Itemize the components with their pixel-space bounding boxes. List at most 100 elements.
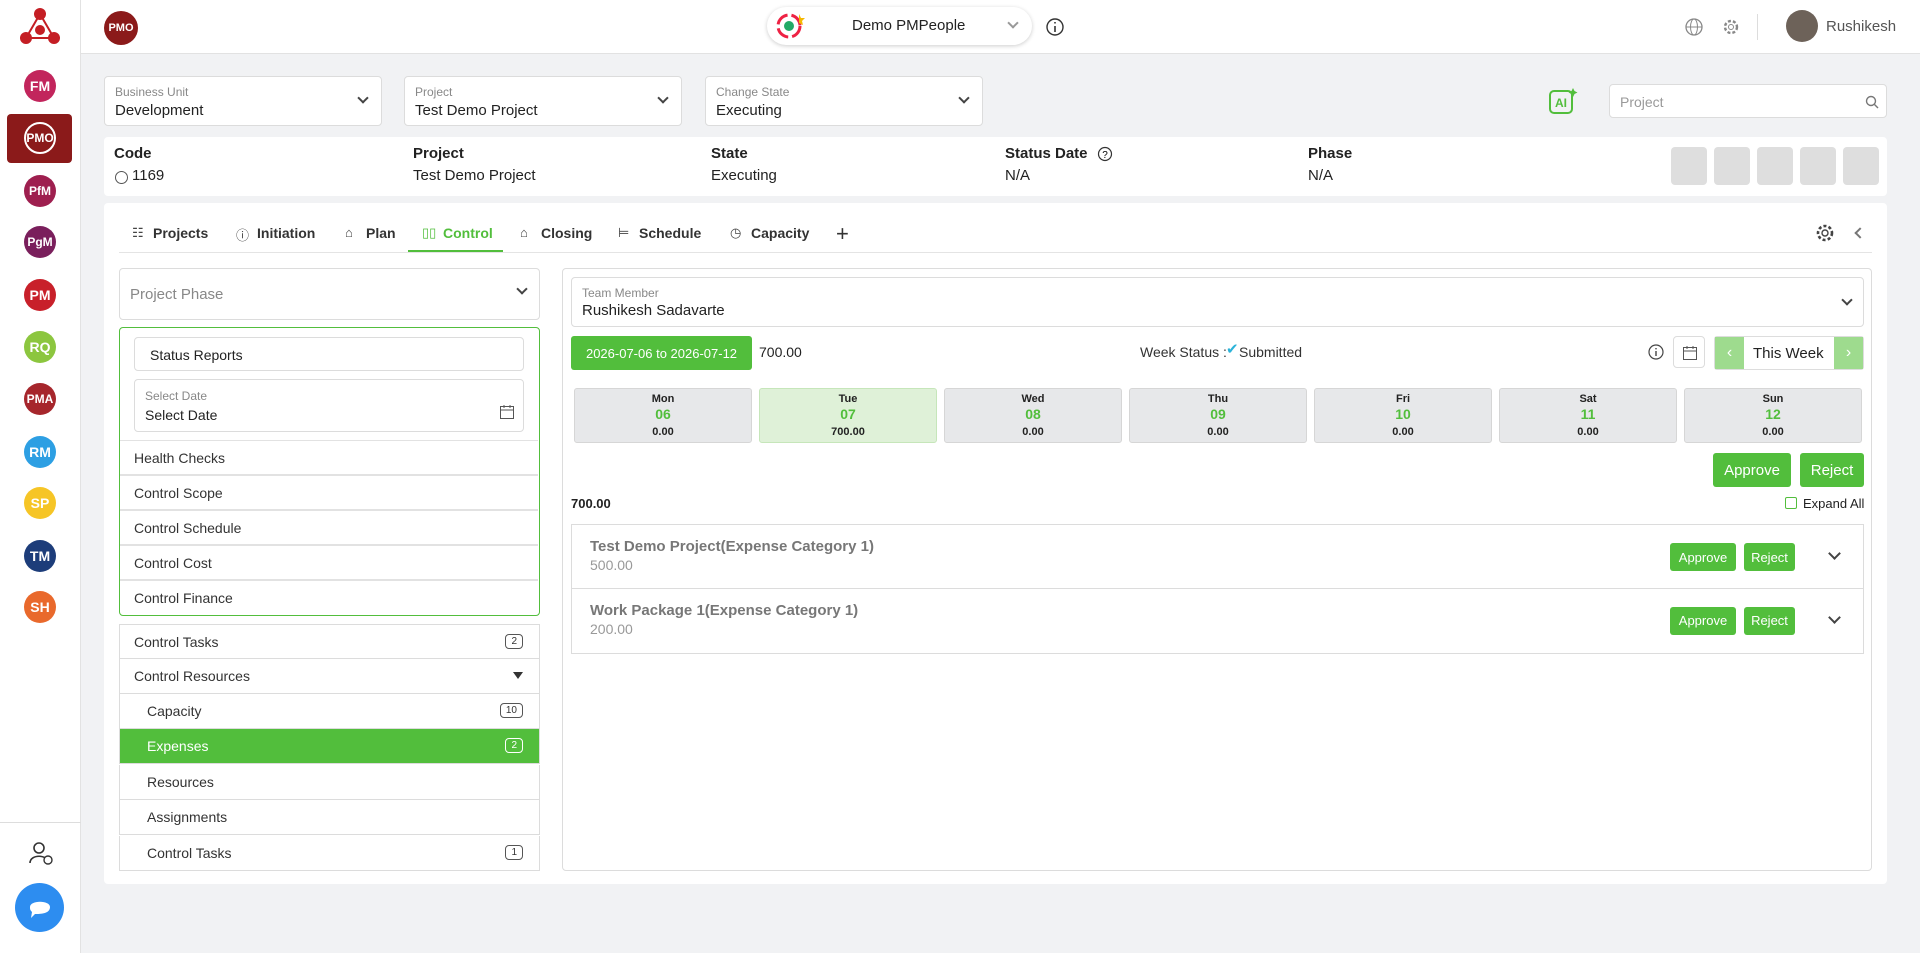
team-member-label: Team Member [582, 286, 659, 300]
menu-label: Control Tasks [147, 844, 232, 861]
ai-icon[interactable]: AI [1548, 87, 1578, 117]
svg-text:?: ? [1102, 150, 1108, 161]
day-cell[interactable]: Thu 09 0.00 [1129, 388, 1307, 443]
menu-item[interactable]: Health Checks [120, 440, 538, 475]
app-icon[interactable]: SP [24, 487, 56, 519]
summary-action[interactable] [1843, 147, 1879, 185]
submenu-item[interactable]: Control Tasks 1 [119, 835, 540, 871]
tab[interactable]: Closing [541, 225, 593, 241]
summary-value: Test Demo Project [413, 167, 536, 184]
status-reports: Status Reports [150, 347, 243, 363]
filter-value: Test Demo Project [415, 102, 538, 119]
app-icon[interactable]: PfM [24, 175, 56, 207]
expense-item: Work Package 1(Expense Category 1) 200.00… [571, 588, 1864, 654]
day-cell[interactable]: Fri 10 0.00 [1314, 388, 1492, 443]
user-name[interactable]: Rushikesh [1826, 18, 1897, 35]
tab-settings-icon[interactable] [1814, 222, 1836, 244]
menu-item[interactable]: Control Schedule [120, 510, 538, 545]
user-avatar[interactable] [1786, 10, 1818, 42]
help-icon[interactable]: ? [1097, 146, 1113, 162]
day-name: Sun [1762, 393, 1784, 405]
day-cell[interactable]: Mon 06 0.00 [574, 388, 752, 443]
day-cell[interactable]: Wed 08 0.00 [944, 388, 1122, 443]
this-week[interactable]: This Week [1753, 345, 1824, 362]
date-range[interactable]: 2026-07-06 to 2026-07-12 [571, 336, 752, 370]
tab[interactable]: Capacity [751, 225, 810, 241]
chat-button[interactable] [15, 883, 64, 932]
app-logo [20, 8, 60, 44]
reject-button[interactable]: Reject [1744, 543, 1795, 571]
date-label: Select Date [145, 389, 208, 403]
info-icon[interactable] [1045, 17, 1065, 37]
filter-select[interactable]: Change State Executing [705, 76, 983, 126]
approve-button[interactable]: Approve [1670, 606, 1736, 635]
app-icon[interactable]: PMA [24, 383, 56, 415]
expand-all[interactable]: Expand All [1803, 496, 1865, 511]
day-date: 07 [840, 406, 856, 422]
day-cell[interactable]: Tue 07 700.00 [759, 388, 937, 443]
app-icon[interactable]: FM [24, 70, 56, 102]
tab[interactable]: Initiation [257, 225, 316, 241]
summary-value: Executing [711, 167, 777, 184]
settings-icon[interactable] [1721, 17, 1741, 37]
team-member-select[interactable]: Team Member Rushikesh Sadavarte [571, 277, 1864, 327]
summary-action[interactable] [1714, 147, 1750, 185]
day-name: Tue [838, 393, 858, 405]
add-tab-icon[interactable]: + [836, 221, 849, 246]
submenu-item[interactable]: Capacity 10 [119, 694, 540, 729]
menu-item[interactable]: Control Finance [120, 580, 538, 615]
next-week[interactable]: › [1834, 337, 1863, 369]
workspace-selector[interactable]: Demo PMPeople [767, 7, 1032, 45]
day-cell[interactable]: Sat 11 0.00 [1499, 388, 1677, 443]
expand-all-checkbox[interactable] [1785, 497, 1797, 509]
count-badge: 1 [505, 844, 523, 860]
day-cell[interactable]: Sun 12 0.00 [1684, 388, 1862, 443]
calendar-button[interactable] [1673, 336, 1705, 368]
reject-button[interactable]: Reject [1744, 606, 1795, 635]
filter-select[interactable]: Business Unit Development [104, 76, 382, 126]
summary-action[interactable] [1671, 147, 1707, 185]
app-icon[interactable]: TM [24, 540, 56, 572]
add-user-icon[interactable] [28, 840, 54, 866]
app-icon[interactable]: RM [24, 436, 56, 468]
language-icon[interactable] [1684, 17, 1704, 37]
search-placeholder: Project [1620, 94, 1664, 110]
app-icon[interactable]: PM [24, 279, 56, 311]
week-navigator: ‹ This Week › [1714, 336, 1864, 370]
menu-item[interactable]: Control Resources [119, 659, 540, 694]
dropdown-arrow [657, 92, 669, 104]
code-radio[interactable] [115, 171, 128, 184]
filter-select[interactable]: Project Test Demo Project [404, 76, 682, 126]
search-box[interactable]: Project [1609, 84, 1887, 118]
menu-item[interactable]: Control Scope [120, 475, 538, 510]
submenu-item[interactable]: Expenses 2 [119, 729, 540, 765]
approve-button[interactable]: Approve [1670, 543, 1736, 571]
app-icon[interactable]: SH [24, 591, 56, 623]
tab[interactable]: Projects [153, 225, 209, 241]
menu-item[interactable]: Control Tasks 2 [119, 624, 540, 659]
tab[interactable]: Schedule [639, 225, 702, 241]
app-icon[interactable]: PgM [24, 226, 56, 258]
menu-item[interactable]: Control Cost [120, 545, 538, 580]
app-icon[interactable]: RQ [24, 331, 56, 363]
phase-select[interactable]: Project Phase [119, 268, 540, 320]
reject-all[interactable]: Reject [1800, 453, 1864, 487]
day-name: Thu [1207, 393, 1229, 405]
expense-item: Test Demo Project(Expense Category 1) 500… [571, 524, 1864, 589]
filter-label: Business Unit [115, 85, 189, 99]
count-badge: 2 [505, 634, 523, 649]
info-icon[interactable] [1647, 343, 1665, 361]
tab[interactable]: Control [443, 225, 493, 241]
prev-week[interactable]: ‹ [1715, 337, 1744, 369]
expand-icon[interactable] [1828, 610, 1841, 624]
app-icon[interactable]: PMO [24, 122, 56, 154]
submenu-item[interactable]: Resources [119, 764, 540, 800]
summary-action[interactable] [1757, 147, 1793, 185]
submenu-item[interactable]: Assignments [119, 800, 540, 836]
date-picker[interactable]: Select Date Select Date [134, 379, 524, 432]
tab[interactable]: Plan [366, 225, 396, 241]
summary-action[interactable] [1800, 147, 1836, 185]
status-reports-select[interactable]: Status Reports [134, 337, 524, 371]
expand-icon[interactable] [1828, 547, 1841, 560]
approve-all[interactable]: Approve [1713, 453, 1791, 487]
